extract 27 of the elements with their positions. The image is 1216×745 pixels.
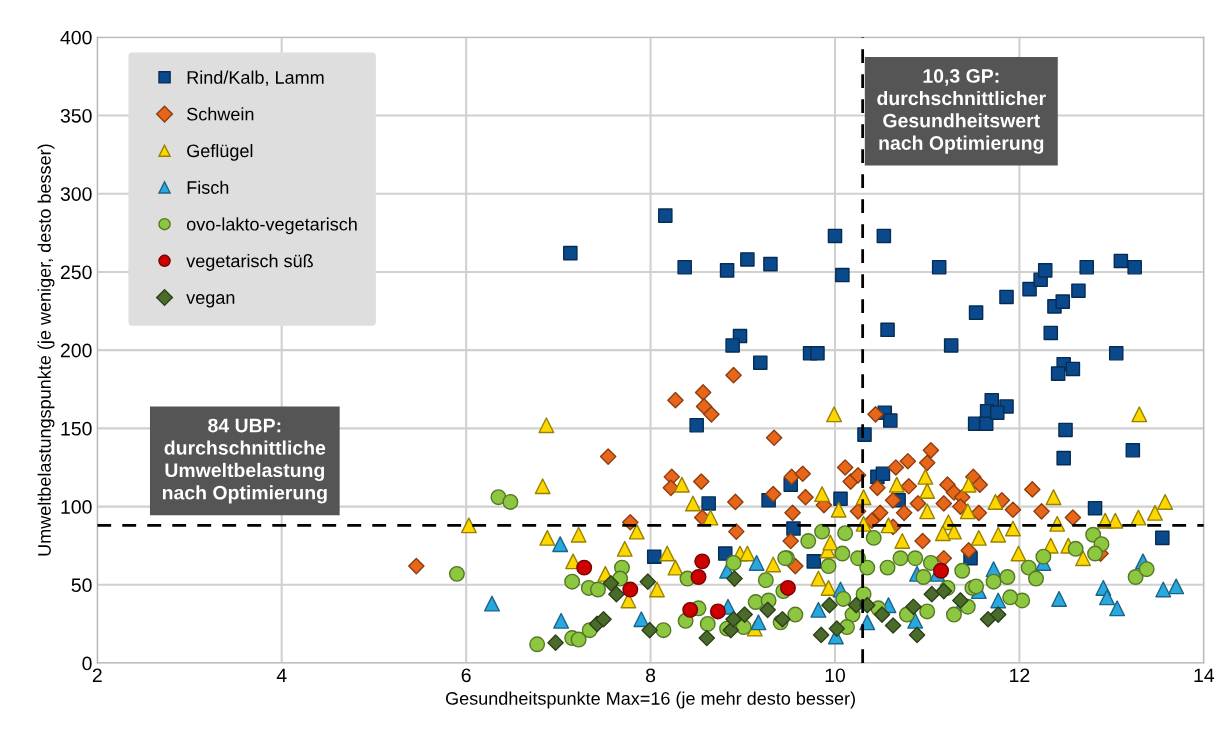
x-tick-label: 8 bbox=[646, 668, 656, 683]
x-tick-label: 12 bbox=[1010, 668, 1030, 682]
legend-label: vegan bbox=[186, 294, 235, 308]
y-tick-label: 200 bbox=[60, 343, 92, 358]
x-tick-label: 2 bbox=[92, 668, 102, 682]
legend-label: ovo-lakto-vegetarisch bbox=[186, 217, 357, 235]
y-tick-label: 400 bbox=[60, 30, 92, 45]
x-tick-label: 6 bbox=[461, 668, 471, 683]
x-tick-label: 4 bbox=[276, 668, 287, 682]
y-tick-label: 300 bbox=[60, 187, 92, 201]
legend-label: vegetarisch süß bbox=[186, 254, 313, 271]
ref-line-label: 10,3 GP: durchschnittlicher Gesundheitswert nach Optimierung bbox=[877, 69, 1046, 154]
x-axis-title: Gesundheitspunkte Max=16 (je mehr desto besser) bbox=[445, 691, 855, 709]
y-tick-label: 50 bbox=[71, 578, 92, 593]
legend-label: Rind/Kalb, Lamm bbox=[187, 70, 324, 86]
y-tick-label: 150 bbox=[61, 421, 92, 436]
x-tick-label: 14 bbox=[1194, 668, 1215, 682]
legend-label: Schwein bbox=[187, 107, 254, 121]
legend-label: Geflügel bbox=[187, 143, 253, 161]
x-tick-label: 10 bbox=[825, 668, 846, 683]
legend-label: Fisch bbox=[187, 180, 229, 194]
ref-line-label: 84 UBP: durchschnittliche Umweltbelastung nach Optimierung bbox=[162, 418, 327, 504]
y-axis-title: Umweltbelastungspunkte (je weniger, desto besser) bbox=[37, 144, 55, 556]
y-tick-label: 100 bbox=[61, 500, 92, 514]
y-tick-label: 0 bbox=[82, 656, 92, 671]
y-tick-label: 250 bbox=[60, 265, 92, 280]
y-tick-label: 350 bbox=[60, 108, 92, 123]
